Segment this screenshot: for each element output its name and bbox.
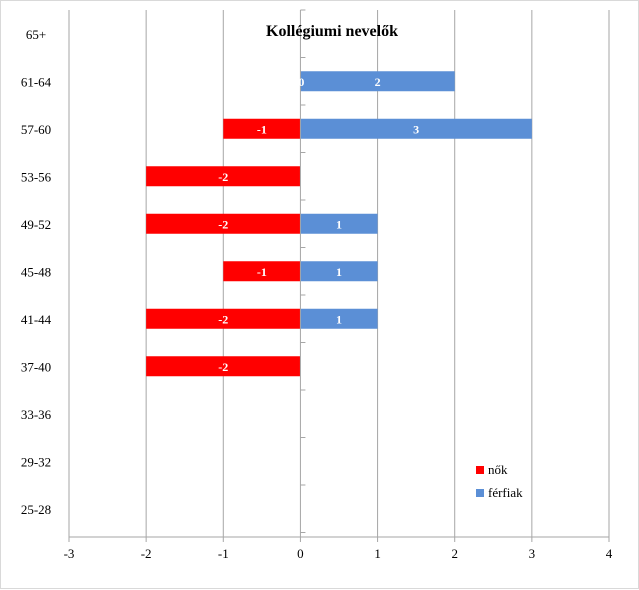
chart-title: Kollégiumi nevelők <box>266 23 398 40</box>
bar-nok-53-56 <box>146 166 301 187</box>
y-tick-label: 25-28 <box>21 502 51 517</box>
legend-label-ferfiak: férfiak <box>488 485 523 500</box>
bar-ferfiak-61-64 <box>300 71 455 92</box>
data-label: 3 <box>413 122 419 136</box>
data-label: 1 <box>336 265 342 279</box>
bar-nok-57-60 <box>223 118 301 139</box>
y-tick-label: 65+ <box>26 27 46 42</box>
bar-nok-37-40 <box>146 356 301 377</box>
bar-ferfiak-57-60 <box>300 118 532 139</box>
bar-ferfiak-49-52 <box>300 213 378 234</box>
data-label: 1 <box>336 312 342 326</box>
x-tick-label: 0 <box>297 546 304 561</box>
data-label: -2 <box>218 360 228 374</box>
y-tick-label: 53-56 <box>21 169 52 184</box>
data-label: -2 <box>218 217 228 231</box>
y-tick-label: 37-40 <box>21 359 51 374</box>
x-tick-label: -3 <box>64 546 75 561</box>
y-tick-label: 33-36 <box>21 407 52 422</box>
bar-ferfiak-41-44 <box>300 308 378 329</box>
x-tick-label: -2 <box>141 546 152 561</box>
legend: nők férfiak <box>476 462 523 500</box>
y-tick-label: 45-48 <box>21 264 51 279</box>
axes: -3 -2 -1 0 1 2 3 4 65+ 61-64 57-60 53-56 49-52 45-48 4… <box>21 9 613 561</box>
data-label: -1 <box>257 265 267 279</box>
x-tick-label: 2 <box>451 546 458 561</box>
y-tick-label: 61-64 <box>21 74 52 89</box>
data-label: 1 <box>336 217 342 231</box>
x-tick-label: 3 <box>529 546 536 561</box>
bars <box>146 71 532 377</box>
bar-nok-41-44 <box>146 308 301 329</box>
x-tick-label: 1 <box>374 546 381 561</box>
bar-ferfiak-45-48 <box>300 261 378 282</box>
legend-label-nok: nők <box>488 462 508 477</box>
y-tick-label: 41-44 <box>21 312 52 327</box>
data-labels: -1 -2 -2 -1 -2 -2 2 3 1 1 1 0 <box>218 75 419 374</box>
y-tick-label: 29-32 <box>21 454 51 469</box>
data-label: -2 <box>218 170 228 184</box>
legend-swatch-ferfiak <box>476 489 484 497</box>
data-label: -1 <box>257 122 267 136</box>
x-tick-label: 4 <box>606 546 613 561</box>
y-tick-label: 57-60 <box>21 122 51 137</box>
bar-nok-49-52 <box>146 213 301 234</box>
data-label: 2 <box>375 75 381 89</box>
bar-nok-45-48 <box>223 261 301 282</box>
legend-swatch-nok <box>476 466 484 474</box>
x-tick-label: -1 <box>218 546 229 561</box>
data-label: -2 <box>218 312 228 326</box>
y-tick-label: 49-52 <box>21 217 51 232</box>
data-label-zero: 0 <box>298 75 304 89</box>
